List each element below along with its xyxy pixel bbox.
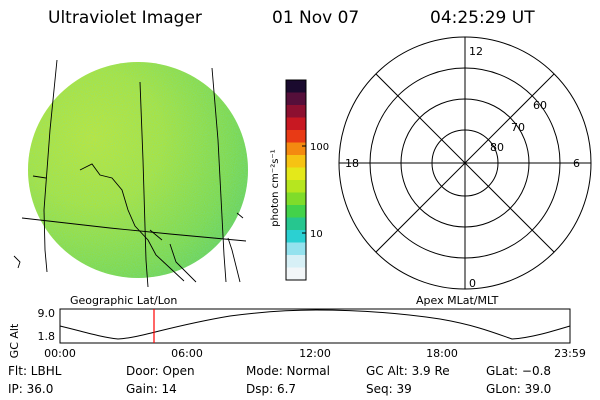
colorbar-block [286, 230, 306, 243]
colorbar-frame [285, 79, 307, 281]
time-tick-0: 00:00 [44, 347, 76, 360]
geographic-caption: Geographic Lat/Lon [70, 294, 178, 307]
seq-info: Seq: 39 [366, 382, 412, 396]
mlat-label-80: 80 [490, 141, 504, 154]
mlat-label-70: 70 [511, 121, 525, 134]
time-tick-4: 23:59 [554, 347, 586, 360]
mlt-label-6: 6 [573, 157, 580, 170]
glon-info: GLon: 39.0 [486, 382, 552, 396]
time-tick-3: 18:00 [426, 347, 458, 360]
intensity-colorbar: 100 10 photon cm⁻²s⁻¹ [270, 79, 329, 281]
colorbar-block [286, 255, 306, 268]
colorbar-block [286, 130, 306, 143]
colorbar-block [286, 105, 306, 118]
gc-alt-info: GC Alt: 3.9 Re [366, 364, 450, 378]
colorbar-block [286, 205, 306, 218]
dsp-info: Dsp: 6.7 [246, 382, 297, 396]
mode-info: Mode: Normal [246, 364, 330, 378]
instrument-title: Ultraviolet Imager [48, 8, 202, 28]
altitude-frame [59, 308, 571, 344]
door-info: Door: Open [126, 364, 195, 378]
gain-info: Gain: 14 [126, 382, 177, 396]
ip-info: IP: 36.0 [8, 382, 54, 396]
mlt-label-18: 18 [345, 157, 359, 170]
altitude-tick-low: 1.8 [38, 330, 56, 343]
colorbar-block [286, 217, 306, 231]
mlt-label-12: 12 [469, 45, 483, 58]
mlt-diagonal-2 [375, 73, 555, 253]
filter-info: Flt: LBHL [8, 364, 62, 378]
altitude-tick-high: 9.0 [38, 307, 56, 320]
colorbar-block [286, 267, 306, 281]
colorbar-blocks [286, 80, 306, 281]
time-tick-2: 12:00 [299, 347, 331, 360]
geographic-image-panel [13, 59, 248, 288]
colorbar-label-100: 100 [310, 142, 329, 153]
mlat-label-60: 60 [533, 99, 547, 112]
altitude-strip: GC Alt 9.0 1.8 00:00 06:00 12:00 18:00 2… [8, 307, 586, 360]
colorbar-block [286, 242, 306, 256]
altitude-curve [59, 309, 571, 340]
altitude-axis-label: GC Alt [8, 323, 21, 358]
colorbar-block [286, 92, 306, 106]
colorbar-block [286, 142, 306, 156]
colorbar-block [286, 180, 306, 193]
time-tick-1: 06:00 [171, 347, 203, 360]
date-label: 01 Nov 07 [272, 8, 360, 28]
colorbar-unit-label: photon cm⁻²s⁻¹ [270, 149, 281, 226]
colorbar-block [286, 167, 306, 181]
coastlines [13, 59, 247, 288]
magnetic-caption: Apex MLat/MLT [416, 294, 499, 307]
colorbar-block [286, 155, 306, 168]
magnetic-polar-plot: 12 18 6 0 60 70 80 [338, 36, 592, 290]
colorbar-block [286, 117, 306, 131]
colorbar-block [286, 80, 306, 93]
time-label: 04:25:29 UT [430, 8, 535, 28]
mlt-label-0: 0 [469, 277, 476, 290]
glat-info: GLat: −0.8 [486, 364, 552, 378]
colorbar-block [286, 192, 306, 206]
colorbar-label-10: 10 [310, 229, 323, 240]
